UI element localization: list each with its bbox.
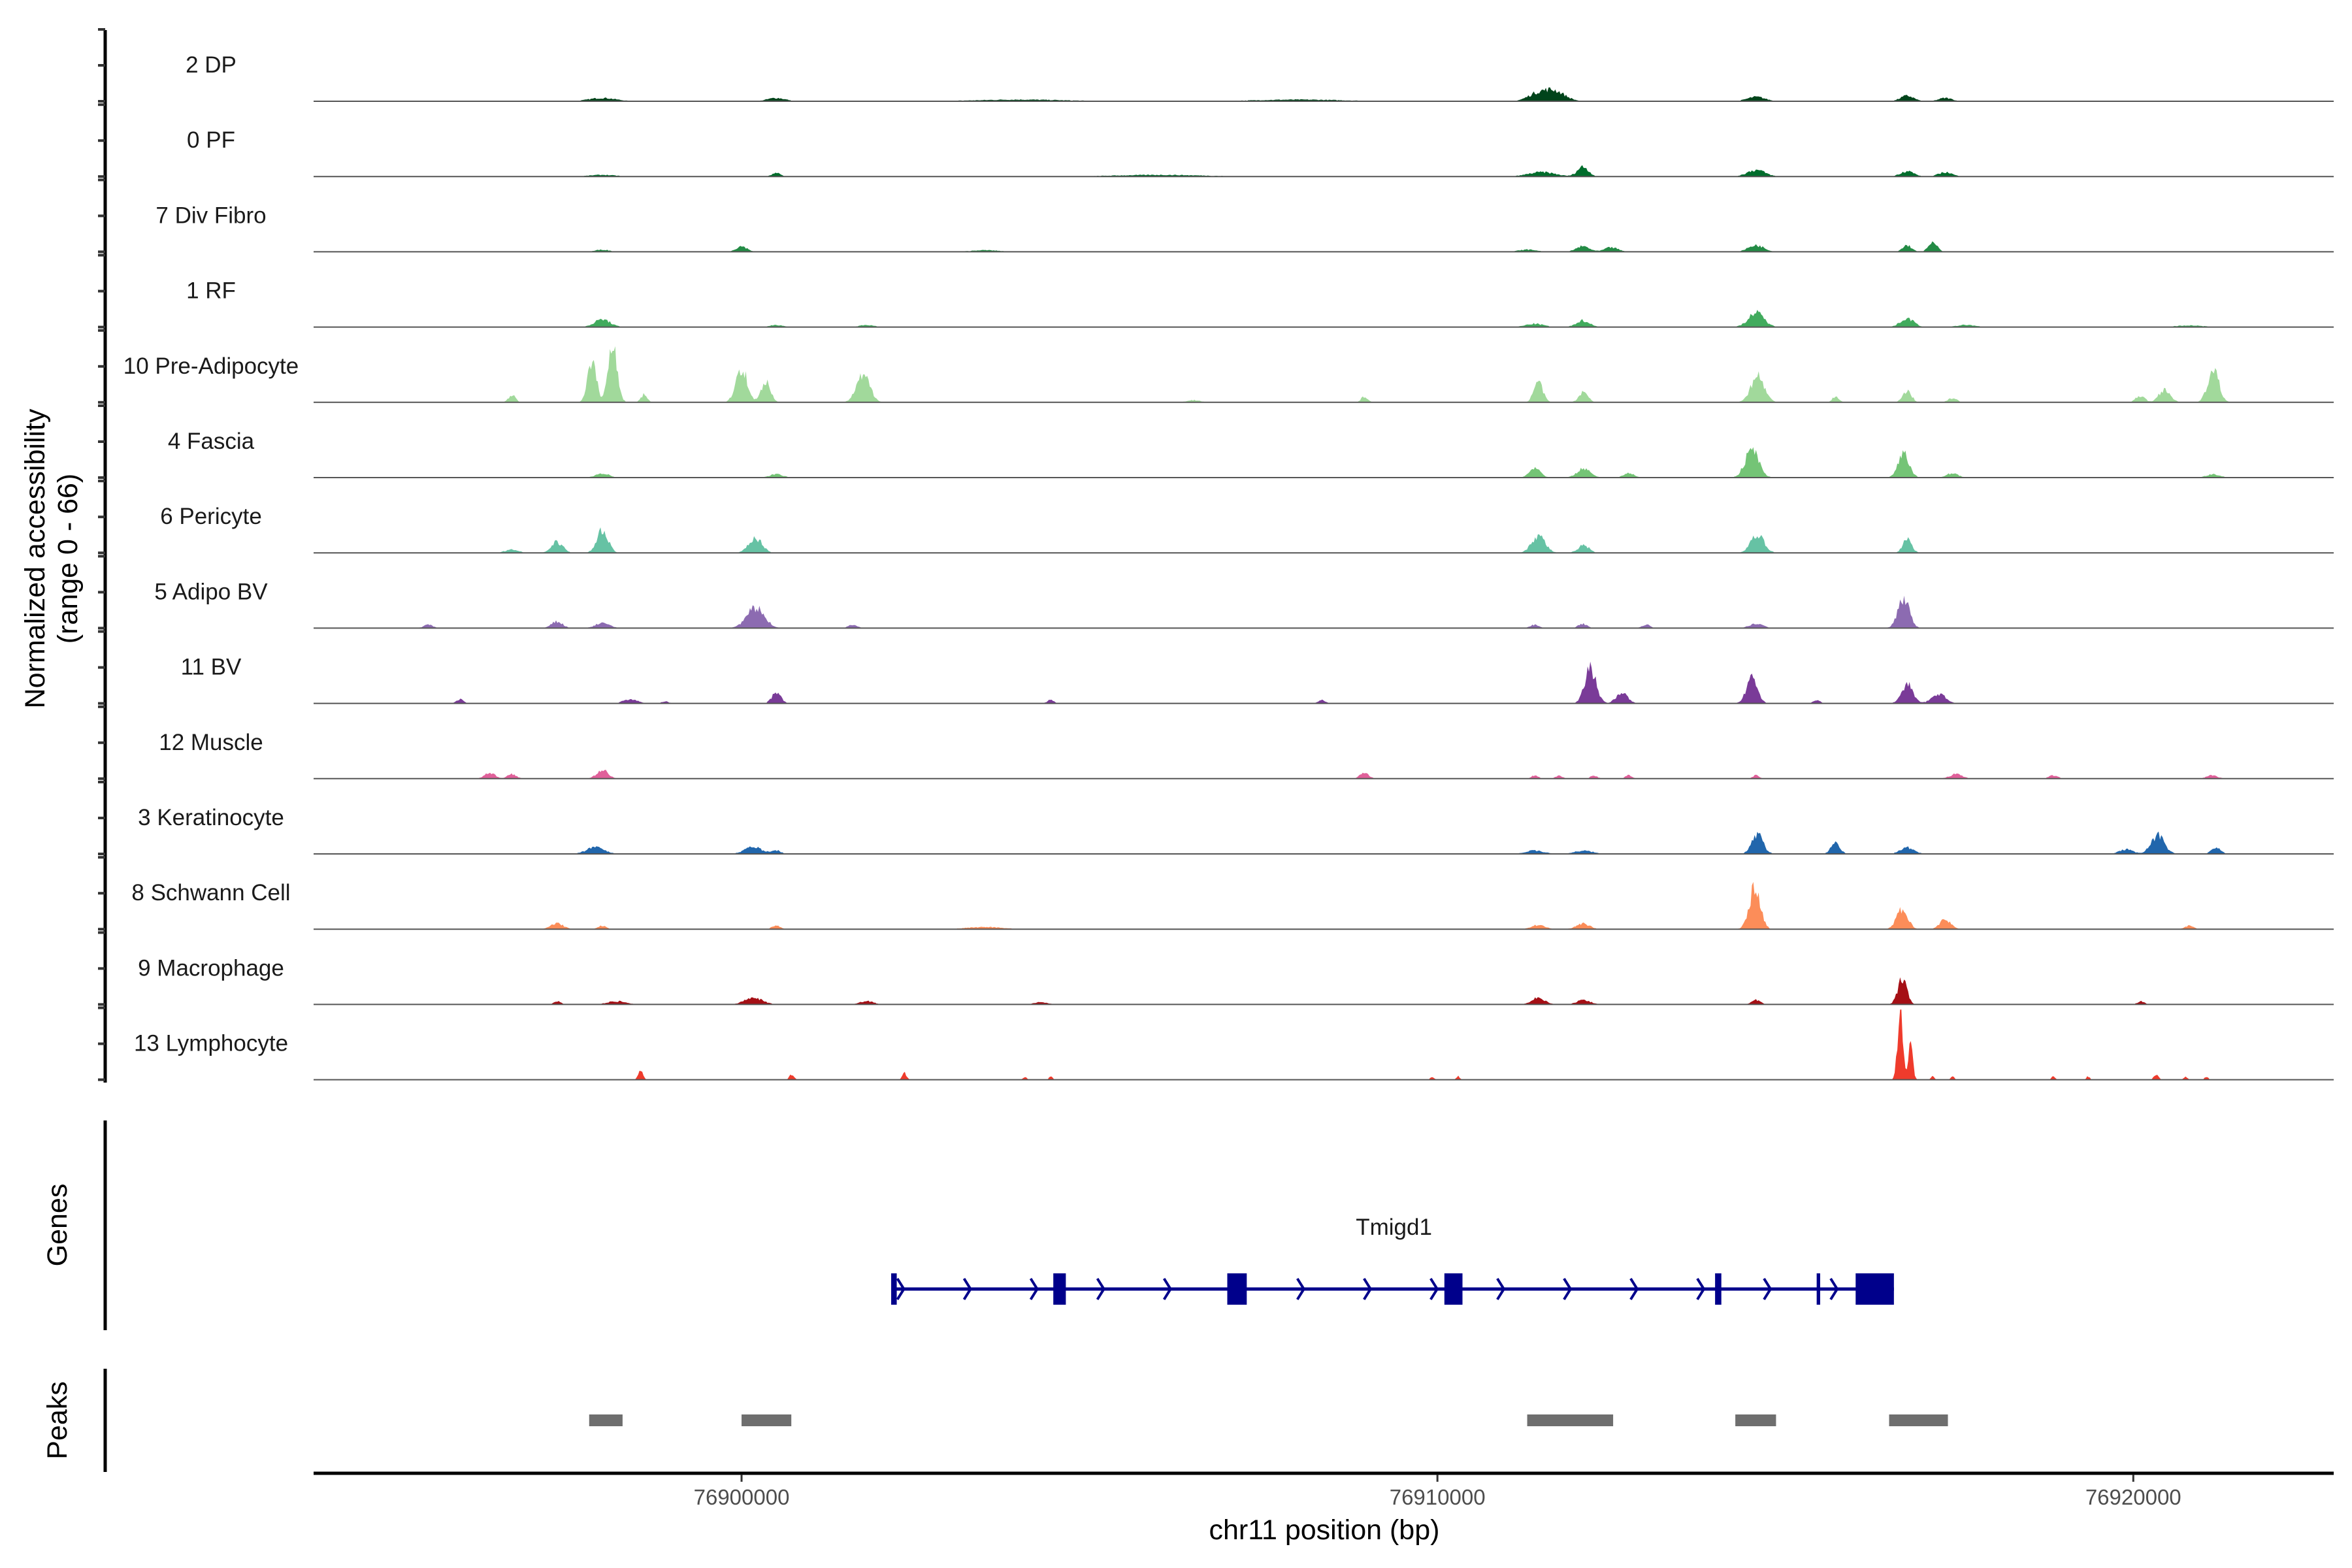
strand-arrow-icon bbox=[962, 1277, 972, 1301]
x-tick-label: 76900000 bbox=[694, 1485, 790, 1509]
strand-arrow-icon bbox=[1829, 1277, 1839, 1301]
coverage-area bbox=[314, 595, 2334, 629]
coverage-area bbox=[314, 661, 2334, 704]
coverage-area bbox=[314, 831, 2334, 854]
coverage-area bbox=[314, 770, 2334, 779]
strand-arrow-icon bbox=[1429, 1277, 1439, 1301]
y-axis-subtitle: (range 0 - 66) bbox=[52, 474, 84, 644]
strand-arrow-icon bbox=[1296, 1277, 1306, 1301]
genes-track: Tmigd1 bbox=[891, 1215, 1894, 1305]
strand-arrow-icon bbox=[1696, 1277, 1706, 1301]
coverage-area bbox=[314, 165, 2334, 177]
track-label: 10 Pre-Adipocyte bbox=[123, 353, 299, 379]
peak-region bbox=[1889, 1414, 1948, 1426]
track-label: 5 Adipo BV bbox=[154, 579, 268, 604]
gene-name: Tmigd1 bbox=[1356, 1215, 1432, 1240]
coverage-area bbox=[314, 881, 2334, 930]
track-label: 11 BV bbox=[181, 655, 242, 680]
track-label: 2 DP bbox=[186, 52, 237, 78]
gene-exon bbox=[891, 1273, 897, 1305]
gene-exon bbox=[1715, 1273, 1722, 1305]
x-tick-label: 76920000 bbox=[2085, 1485, 2181, 1509]
track-label: 7 Div Fibro bbox=[155, 203, 266, 228]
strand-arrow-icon bbox=[1563, 1277, 1573, 1301]
track-label: 3 Keratinocyte bbox=[138, 805, 284, 830]
coverage-area bbox=[314, 87, 2334, 101]
peak-region bbox=[1527, 1414, 1614, 1426]
coverage-area bbox=[314, 346, 2334, 402]
x-axis-ticks: 76900000 76910000 76920000 bbox=[694, 1475, 2181, 1509]
coverage-area bbox=[314, 241, 2334, 252]
strand-arrow-icon bbox=[896, 1277, 906, 1301]
track-label: 1 RF bbox=[186, 278, 236, 304]
strand-arrow-icon bbox=[1629, 1277, 1639, 1301]
strand-arrow-icon bbox=[1496, 1277, 1506, 1301]
track-label: 13 Lymphocyte bbox=[134, 1031, 288, 1056]
track-label: 8 Schwann Cell bbox=[131, 880, 290, 906]
coverage-tracks: 2 DP 0 PF 7 Div Fibro 1 RF 10 Pre-Adipocyte 4… bbox=[123, 52, 2334, 1081]
peak-region bbox=[589, 1414, 623, 1426]
coverage-area bbox=[314, 447, 2334, 478]
peak-region bbox=[1735, 1414, 1776, 1426]
x-axis-title: chr11 position (bp) bbox=[1209, 1514, 1440, 1546]
peaks-track bbox=[589, 1414, 1948, 1426]
gene-exon bbox=[1816, 1273, 1820, 1305]
coverage-area bbox=[314, 977, 2334, 1005]
y-axis-title: Normalized accessibility bbox=[20, 408, 51, 708]
peaks-track-label: Peaks bbox=[42, 1381, 73, 1460]
gene-exon bbox=[1227, 1273, 1247, 1305]
coverage-area bbox=[314, 527, 2334, 553]
track-label: 6 Pericyte bbox=[160, 504, 262, 529]
strand-arrow-icon bbox=[1096, 1277, 1105, 1301]
x-tick-label: 76910000 bbox=[1390, 1485, 1486, 1509]
gene-exon bbox=[1855, 1273, 1894, 1305]
coverage-y-ticks bbox=[98, 28, 105, 1081]
peak-region bbox=[742, 1414, 792, 1426]
track-label: 12 Muscle bbox=[159, 730, 263, 755]
coverage-area bbox=[314, 1009, 2334, 1080]
strand-arrow-icon bbox=[1363, 1277, 1373, 1301]
gene-exon bbox=[1053, 1273, 1066, 1305]
track-label: 0 PF bbox=[187, 127, 235, 153]
strand-arrow-icon bbox=[1029, 1277, 1039, 1301]
coverage-area bbox=[314, 310, 2334, 327]
track-label: 9 Macrophage bbox=[138, 955, 284, 981]
strand-arrow-icon bbox=[1162, 1277, 1173, 1301]
track-label: 4 Fascia bbox=[168, 429, 255, 454]
strand-arrow-icon bbox=[1763, 1277, 1772, 1301]
gene-exon bbox=[1444, 1273, 1463, 1305]
genes-track-label: Genes bbox=[42, 1184, 73, 1267]
